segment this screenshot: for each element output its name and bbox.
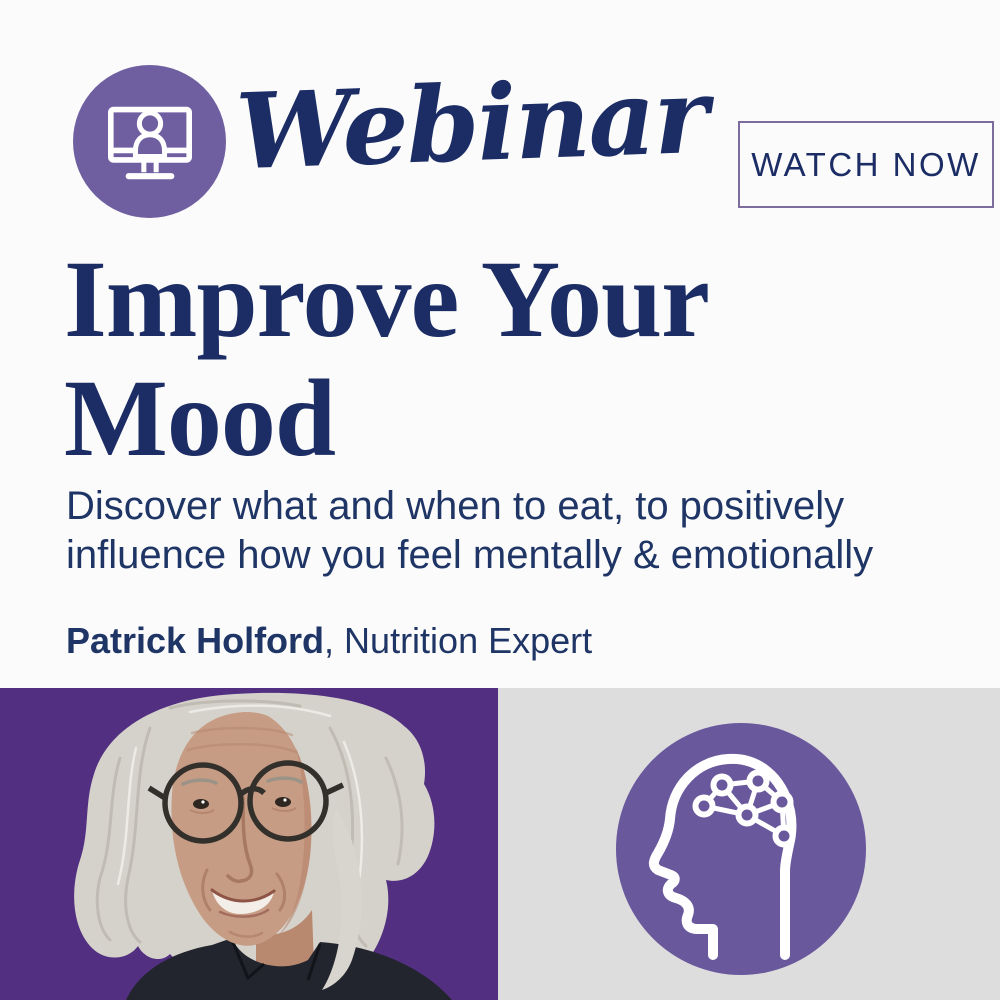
monitor-video-call-icon — [107, 106, 192, 179]
description-text: Discover what and when to eat, to positi… — [66, 484, 874, 577]
head-brain-network-icon — [648, 753, 797, 960]
brain-icon-circle — [616, 723, 866, 975]
page-title: Improve Your Mood — [64, 238, 708, 479]
icon-panel — [498, 688, 1000, 1000]
speaker-photo — [0, 688, 498, 1000]
speaker-line: Patrick Holford, Nutrition Expert — [66, 620, 866, 662]
webinar-script-label: Webinar — [233, 53, 709, 194]
speaker-name: Patrick Holford — [66, 620, 325, 661]
speaker-photo-panel — [0, 688, 498, 1000]
watch-now-button[interactable]: WATCH NOW — [738, 121, 994, 208]
speaker-role: , Nutrition Expert — [324, 620, 593, 661]
webinar-badge-circle — [73, 65, 226, 218]
